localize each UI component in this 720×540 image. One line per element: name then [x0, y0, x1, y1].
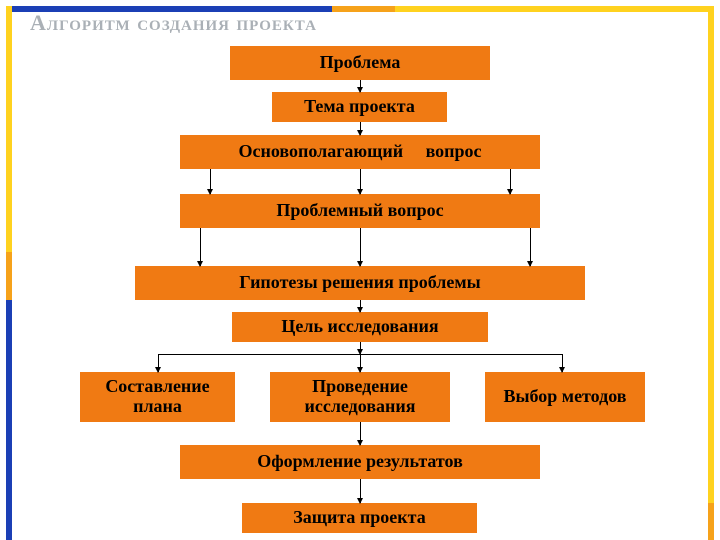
edge: [360, 342, 361, 354]
edge: [360, 122, 361, 135]
edge: [510, 169, 511, 194]
edge: [360, 300, 361, 312]
edge: [360, 80, 361, 92]
node-methods: Выбор методов: [485, 372, 645, 422]
edge: [360, 354, 361, 372]
node-topic: Тема проекта: [272, 92, 447, 122]
node-problemq: Проблемный вопрос: [180, 194, 540, 228]
flowchart-canvas: Проблема Тема проекта Основополагающий воп…: [0, 0, 720, 540]
edge: [158, 354, 159, 372]
node-conduct: Проведение исследования: [270, 372, 450, 422]
node-hypotheses: Гипотезы решения проблемы: [135, 266, 585, 300]
node-defense: Защита проекта: [242, 503, 477, 533]
edge: [360, 422, 361, 445]
edge: [530, 228, 531, 266]
edge: [562, 354, 563, 372]
node-goal: Цель исследования: [232, 312, 488, 342]
edge: [200, 228, 201, 266]
node-fundamental: Основополагающий вопрос: [180, 135, 540, 169]
node-results: Оформление результатов: [180, 445, 540, 479]
edge: [360, 479, 361, 503]
edge: [360, 169, 361, 194]
node-problem: Проблема: [230, 46, 490, 80]
edge: [210, 169, 211, 194]
node-plan: Составление плана: [80, 372, 235, 422]
edge: [360, 228, 361, 266]
